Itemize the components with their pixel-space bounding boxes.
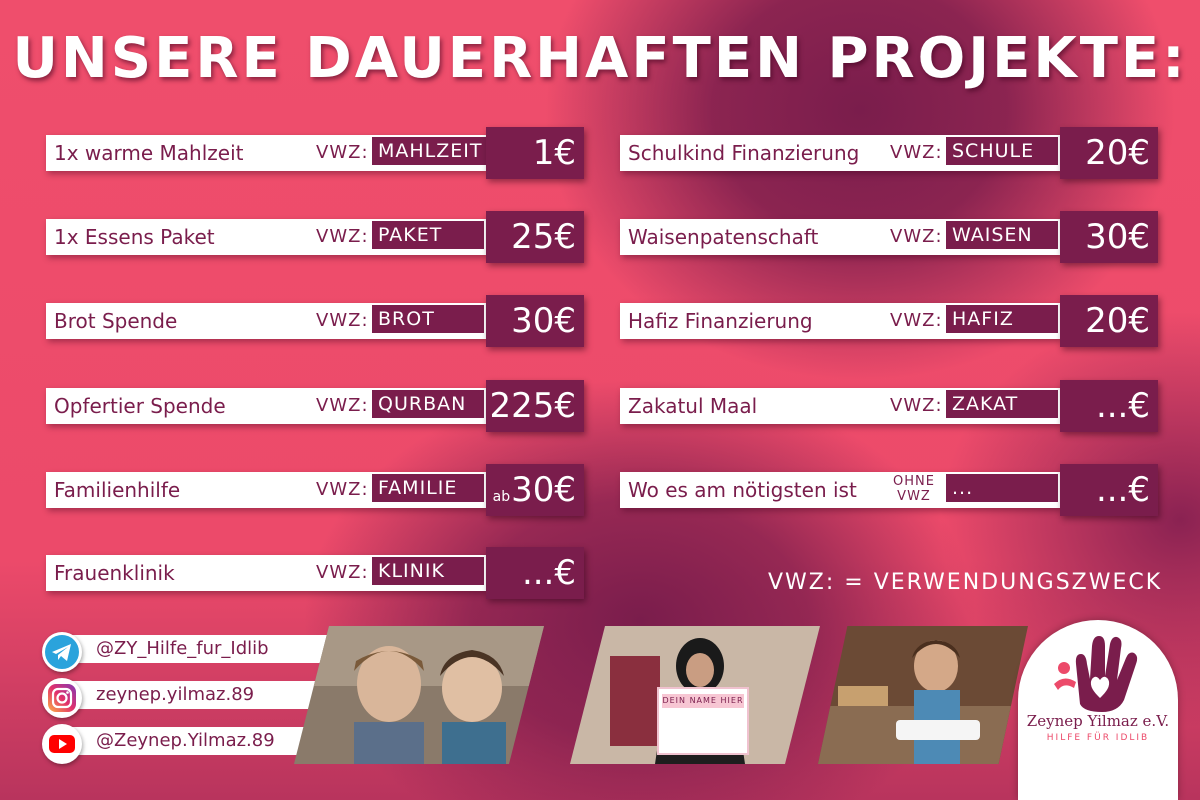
vwz-legend: VWZ: = VERWENDUNGSZWECK bbox=[768, 570, 1163, 595]
vwz-code: SCHULE bbox=[946, 137, 1058, 165]
project-row-schule: Schulkind Finanzierung VWZ: SCHULE 20€ bbox=[620, 127, 1160, 181]
vwz-label: VWZ: bbox=[316, 562, 369, 583]
vwz-code: HAFIZ bbox=[946, 305, 1058, 333]
project-row-zakat: Zakatul Maal VWZ: ZAKAT ...€ bbox=[620, 380, 1160, 434]
vwz-label: VWZ: bbox=[316, 479, 369, 500]
photo-girl-sign: DEIN NAME HIER bbox=[570, 626, 820, 764]
price-box: ab30€ bbox=[486, 464, 584, 516]
price-box: ...€ bbox=[1060, 464, 1158, 516]
project-name: Wo es am nötigsten ist bbox=[628, 478, 857, 502]
price-value: 30€ bbox=[1085, 217, 1150, 257]
project-name: Zakatul Maal bbox=[628, 394, 758, 418]
vwz-label: VWZ: bbox=[316, 310, 369, 331]
vwz-label: VWZ: bbox=[890, 226, 943, 247]
vwz-code: QURBAN bbox=[372, 390, 484, 418]
project-row-hafiz: Hafiz Finanzierung VWZ: HAFIZ 20€ bbox=[620, 295, 1160, 349]
project-name: Opfertier Spende bbox=[54, 394, 226, 418]
vwz-line1: OHNE bbox=[893, 474, 935, 489]
price-box: 20€ bbox=[1060, 295, 1158, 347]
vwz-code: MAHLZEIT bbox=[372, 137, 489, 165]
price-value: 225€ bbox=[489, 386, 576, 426]
girl-photo-illustration bbox=[570, 626, 820, 764]
vwz-label: VWZ: bbox=[890, 310, 943, 331]
vwz-code: KLINIK bbox=[372, 557, 484, 585]
project-name: Frauenklinik bbox=[54, 561, 175, 585]
logo-name: Zeynep Yilmaz e.V. bbox=[1026, 712, 1170, 730]
photo-child-food bbox=[818, 626, 1028, 764]
project-row-klinik: Frauenklinik VWZ: KLINIK ...€ bbox=[46, 547, 586, 601]
price-prefix: ab bbox=[492, 489, 511, 505]
price-value: 20€ bbox=[1085, 133, 1150, 173]
child-food-photo-illustration bbox=[818, 626, 1028, 764]
page-title: UNSERE DAUERHAFTEN PROJEKTE: bbox=[12, 26, 1188, 91]
price-box: ...€ bbox=[1060, 380, 1158, 432]
price-box: 30€ bbox=[486, 295, 584, 347]
youtube-handle[interactable]: @Zeynep.Yilmaz.89 bbox=[96, 730, 275, 751]
youtube-icon bbox=[42, 724, 82, 764]
price-value: ...€ bbox=[521, 553, 576, 593]
vwz-label: VWZ: bbox=[316, 395, 369, 416]
social-bar bbox=[60, 681, 350, 709]
price-value: 25€ bbox=[511, 217, 576, 257]
project-row-mahlzeit: 1x warme Mahlzeit VWZ: MAHLZEIT 1€ bbox=[46, 127, 586, 181]
price-box: 1€ bbox=[486, 127, 584, 179]
hand-heart-logo-icon bbox=[1054, 636, 1138, 712]
vwz-code: PAKET bbox=[372, 221, 484, 249]
telegram-icon bbox=[42, 632, 82, 672]
vwz-label: VWZ: bbox=[316, 226, 369, 247]
price-value: 30€ bbox=[511, 301, 576, 341]
instagram-handle[interactable]: zeynep.yilmaz.89 bbox=[96, 684, 255, 705]
price-value: ...€ bbox=[1095, 470, 1150, 510]
project-name: Schulkind Finanzierung bbox=[628, 141, 860, 165]
photo-children bbox=[294, 626, 544, 764]
price-box: 25€ bbox=[486, 211, 584, 263]
vwz-label: VWZ: bbox=[890, 142, 943, 163]
project-row-noetigsten: Wo es am nötigsten ist OHNE VWZ ... ...€ bbox=[620, 464, 1160, 518]
vwz-label: VWZ: bbox=[316, 142, 369, 163]
price-value: 1€ bbox=[532, 133, 576, 173]
logo-subtitle: HILFE FÜR IDLIB bbox=[1046, 733, 1150, 743]
logo-card: Zeynep Yilmaz e.V. HILFE FÜR IDLIB bbox=[1018, 620, 1178, 800]
social-bar bbox=[60, 635, 350, 663]
sign-text: DEIN NAME HIER bbox=[662, 696, 744, 705]
project-row-waisen: Waisenpatenschaft VWZ: WAISEN 30€ bbox=[620, 211, 1160, 265]
project-row-brot: Brot Spende VWZ: BROT 30€ bbox=[46, 295, 586, 349]
project-row-qurban: Opfertier Spende VWZ: QURBAN 225€ bbox=[46, 380, 586, 434]
project-row-paket: 1x Essens Paket VWZ: PAKET 25€ bbox=[46, 211, 586, 265]
vwz-code: BROT bbox=[372, 305, 484, 333]
price-box: 225€ bbox=[486, 380, 584, 432]
vwz-label: VWZ: bbox=[890, 395, 943, 416]
vwz-code: ZAKAT bbox=[946, 390, 1058, 418]
project-name: 1x Essens Paket bbox=[54, 225, 215, 249]
project-row-familie: Familienhilfe VWZ: FAMILIE ab30€ bbox=[46, 464, 586, 518]
instagram-icon bbox=[42, 678, 82, 718]
price-box: 20€ bbox=[1060, 127, 1158, 179]
vwz-code: FAMILIE bbox=[372, 474, 484, 502]
project-name: 1x warme Mahlzeit bbox=[54, 141, 244, 165]
price-box: 30€ bbox=[1060, 211, 1158, 263]
price-value: 30€ bbox=[511, 470, 576, 510]
project-name: Familienhilfe bbox=[54, 478, 181, 502]
children-photo-illustration bbox=[294, 626, 544, 764]
project-name: Waisenpatenschaft bbox=[628, 225, 819, 249]
vwz-code: ... bbox=[946, 474, 1058, 502]
project-name: Hafiz Finanzierung bbox=[628, 309, 813, 333]
telegram-handle[interactable]: @ZY_Hilfe_fur_Idlib bbox=[96, 638, 269, 659]
vwz-line2: VWZ bbox=[897, 489, 931, 504]
project-name: Brot Spende bbox=[54, 309, 178, 333]
price-value: ...€ bbox=[1095, 386, 1150, 426]
vwz-code: WAISEN bbox=[946, 221, 1058, 249]
price-box: ...€ bbox=[486, 547, 584, 599]
price-value: 20€ bbox=[1085, 301, 1150, 341]
vwz-label: OHNE VWZ bbox=[886, 474, 942, 504]
